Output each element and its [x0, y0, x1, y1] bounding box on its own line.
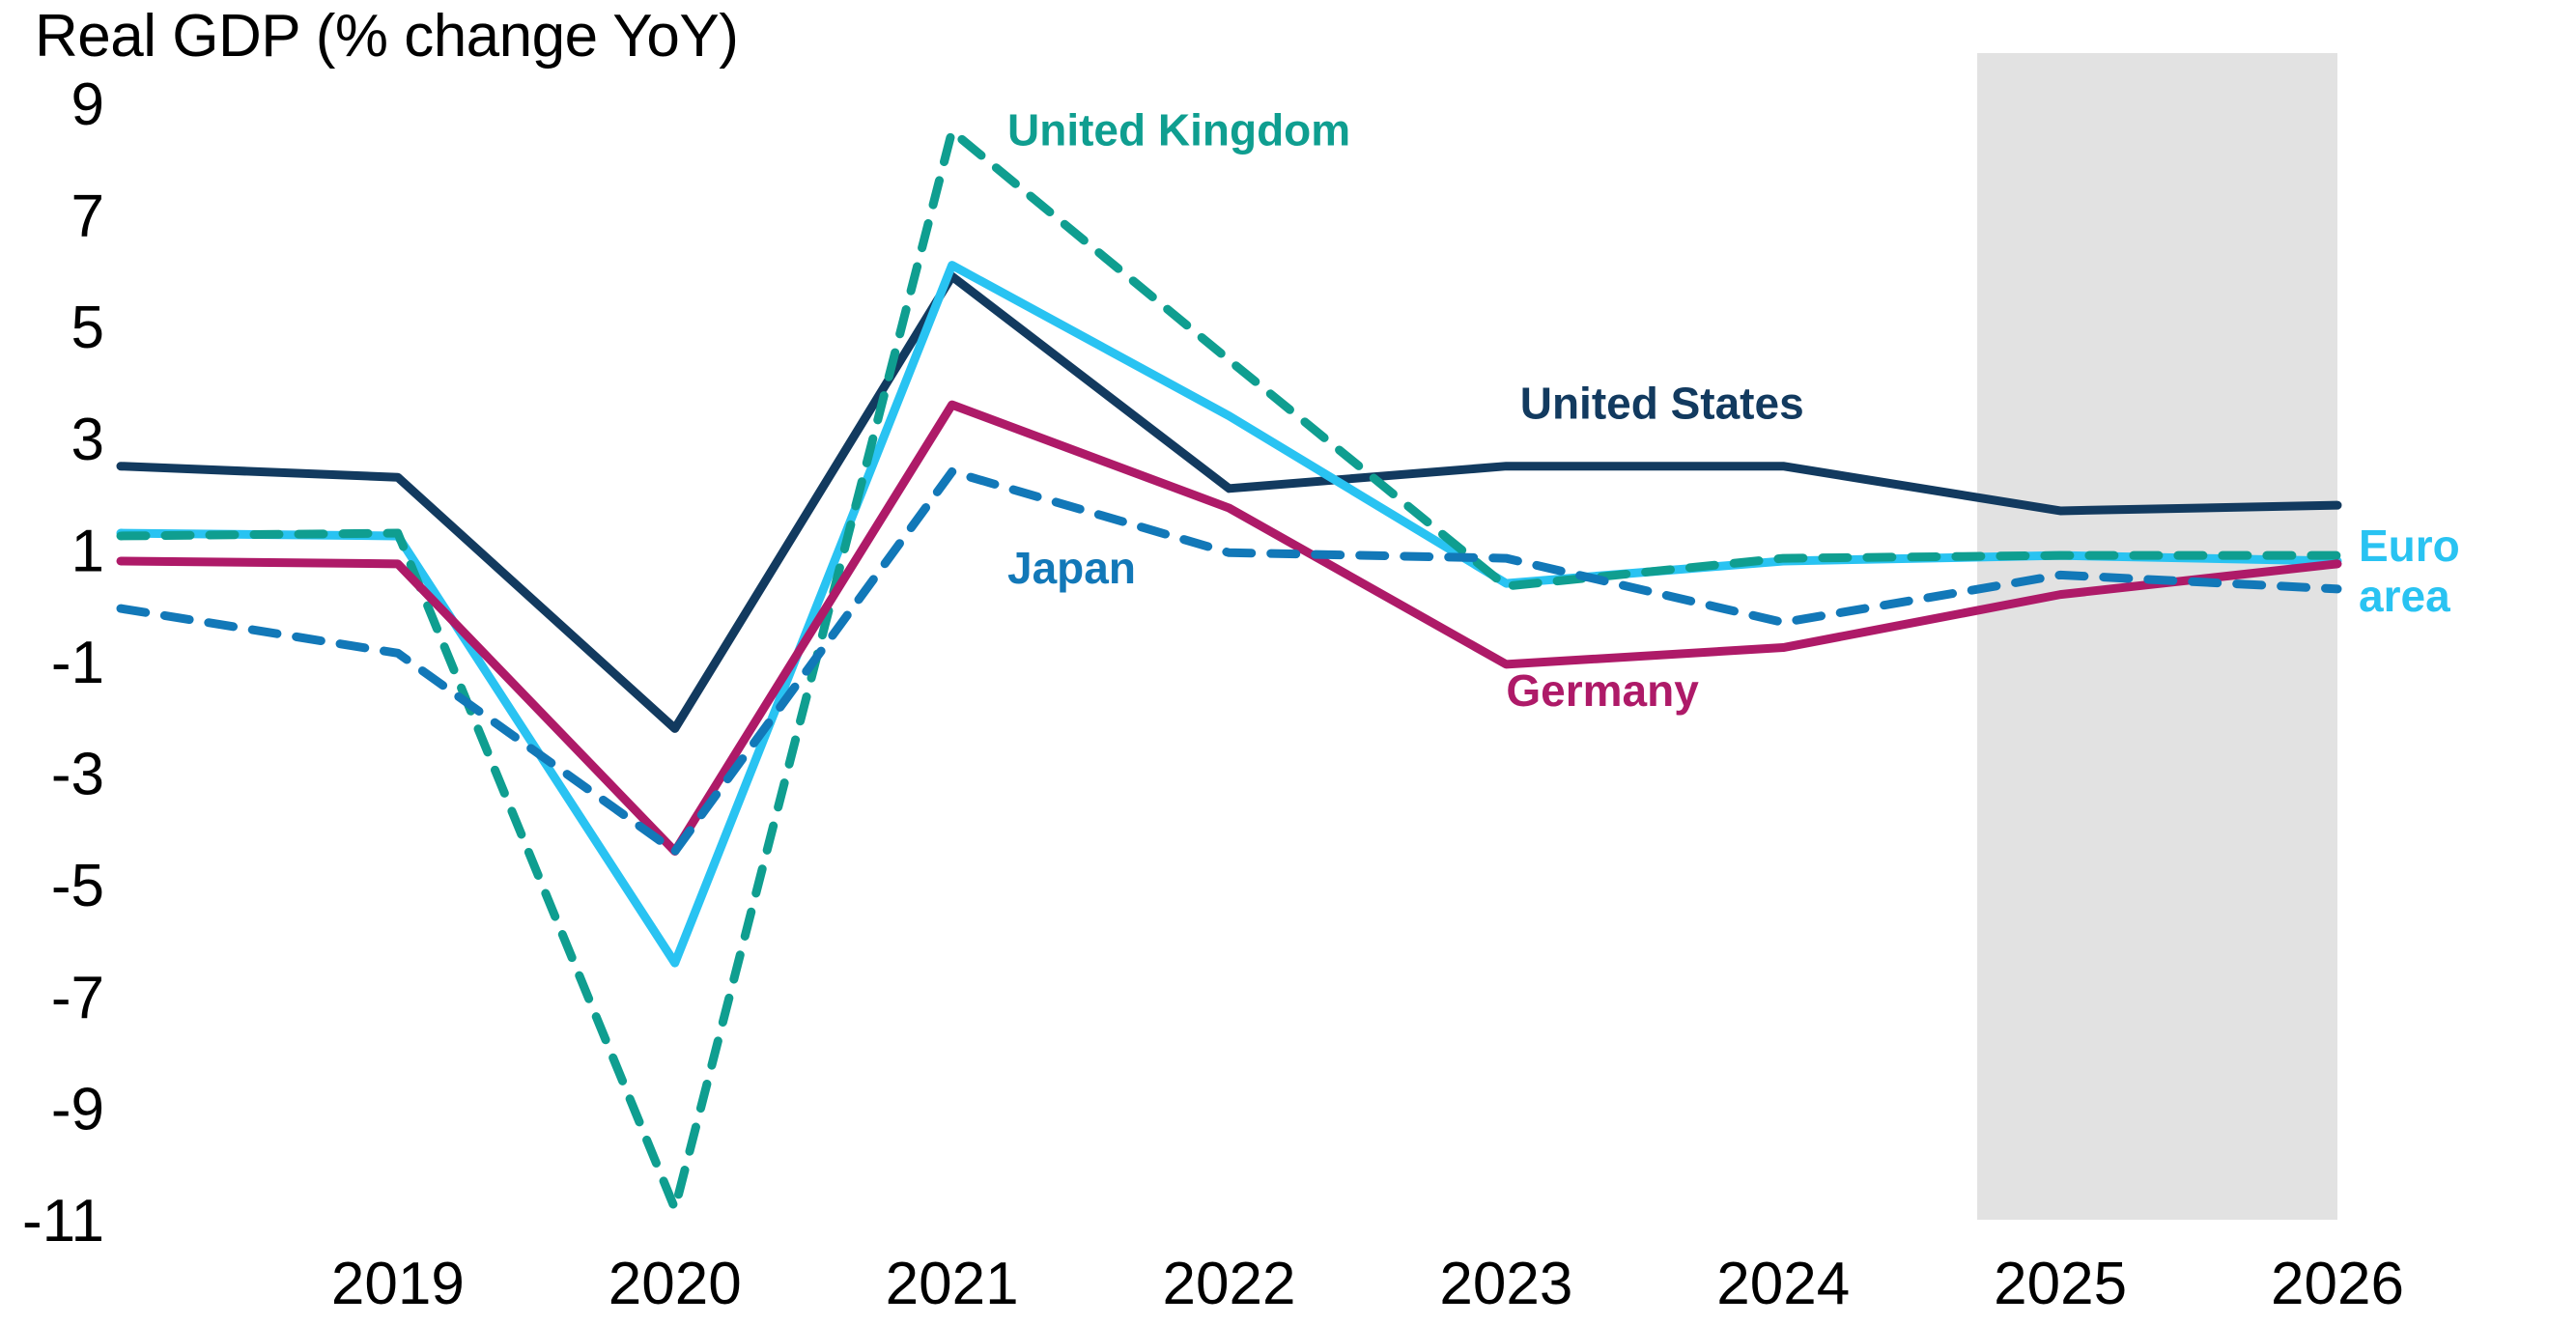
y-axis-tick-label: -1 — [51, 630, 104, 696]
y-axis-tick-label: 5 — [71, 295, 104, 361]
series-line-germany — [116, 400, 2342, 857]
y-axis-tick-label: 7 — [71, 183, 104, 250]
y-axis-tick-label: -11 — [22, 1188, 104, 1255]
y-axis-tick-label: 1 — [71, 518, 104, 584]
series-label-united-kingdom: United Kingdom — [1007, 104, 1350, 155]
x-axis-tick-label: 2024 — [1716, 1251, 1850, 1317]
series-label-japan: Japan — [1007, 543, 1136, 593]
y-axis-tick-label: -3 — [51, 742, 104, 808]
x-axis-tick-label: 2019 — [331, 1251, 465, 1317]
x-axis-tick-label: 2020 — [609, 1251, 742, 1317]
series-labels: United States Euro area United Kingdom Germa… — [1007, 104, 2460, 716]
forecast-band-rect — [1977, 53, 2337, 1220]
x-axis-tick-label: 2022 — [1163, 1251, 1296, 1317]
x-axis-tick-labels: 2019 2020 2021 2022 2023 2024 2025 2026 — [331, 1251, 2404, 1317]
series-label-euro-area: Euro area — [2359, 521, 2460, 621]
series-label-united-states: United States — [1520, 379, 1804, 429]
x-axis-tick-label: 2025 — [1994, 1251, 2127, 1317]
forecast-shaded-band — [1977, 53, 2337, 1220]
x-axis-tick-label: 2026 — [2271, 1251, 2404, 1317]
series-line-united-states — [116, 271, 2342, 733]
page-title: Real GDP (% change YoY) — [35, 3, 739, 70]
x-axis-tick-label: 2023 — [1439, 1251, 1572, 1317]
series-line-japan — [116, 466, 2342, 857]
y-axis-tick-label: -7 — [51, 965, 104, 1031]
x-axis-tick-label: 2021 — [886, 1251, 1019, 1317]
series-lines — [116, 127, 2342, 1213]
y-axis-tick-label: -9 — [51, 1076, 104, 1142]
y-axis-tick-label: 9 — [71, 71, 104, 138]
series-label-germany: Germany — [1506, 665, 1699, 716]
series-line-united-kingdom — [116, 127, 2342, 1213]
y-axis-tick-label: -5 — [51, 853, 104, 919]
y-axis-tick-labels: 9 7 5 3 1 -1 -3 -5 -7 -9 -11 — [22, 71, 104, 1255]
y-axis-tick-label: 3 — [71, 407, 104, 473]
